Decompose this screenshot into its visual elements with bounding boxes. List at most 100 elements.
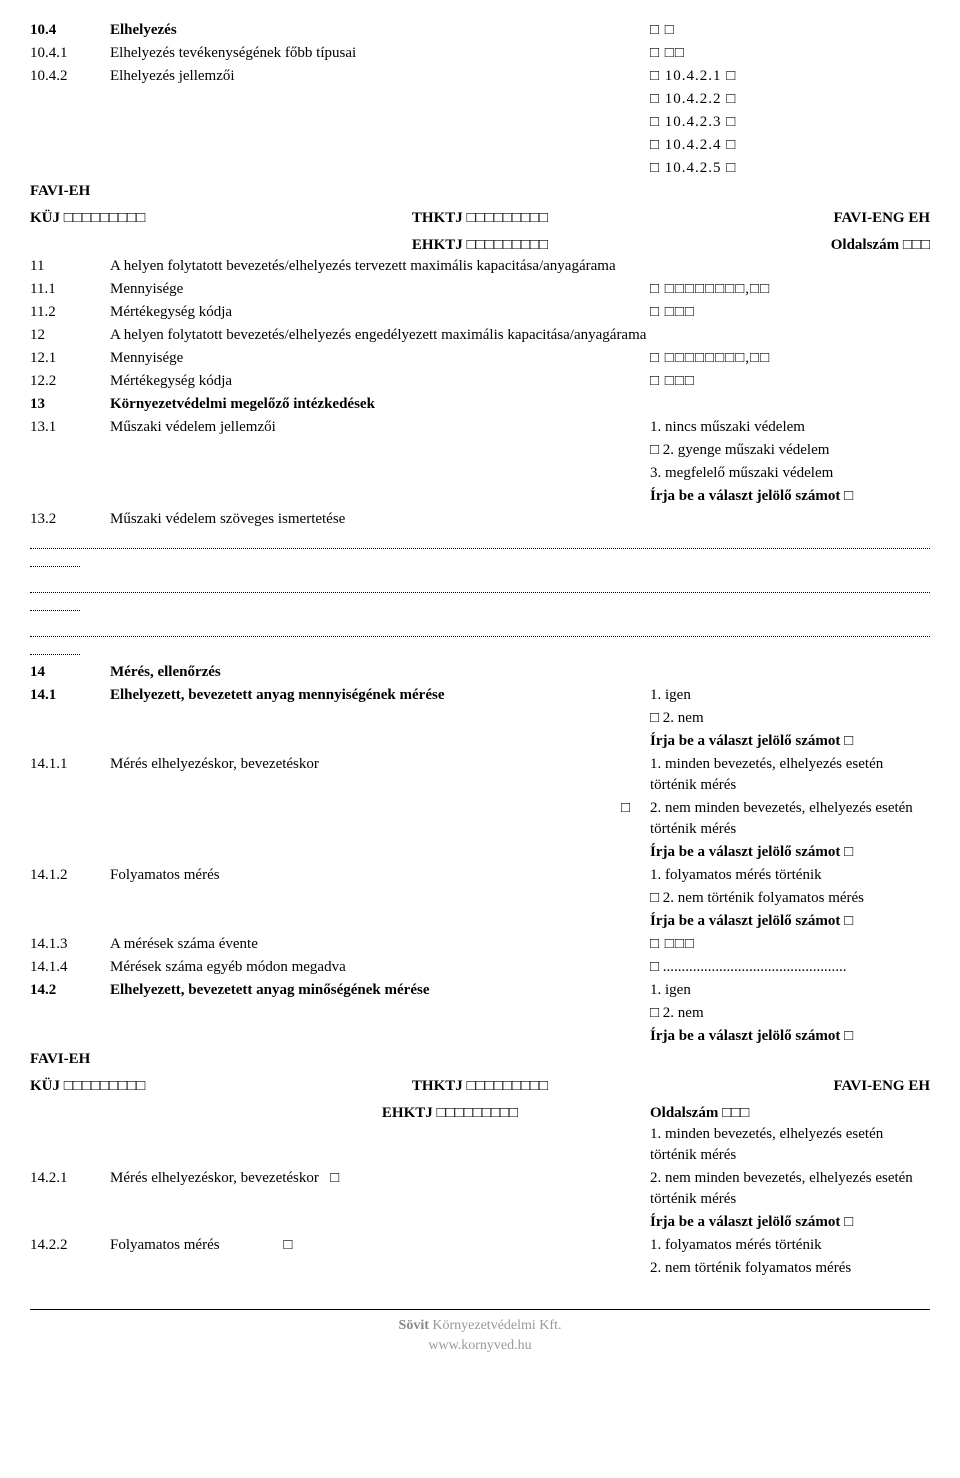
oldalszam: Oldalszám □□□ xyxy=(590,1103,930,1124)
label: Mérés, ellenőrzés xyxy=(110,662,650,683)
num: 14.1.4 xyxy=(30,957,110,978)
boxes: □ 10.4.2.2 □ xyxy=(650,89,930,110)
num: 14.1.1 xyxy=(30,754,110,796)
label: Műszaki védelem szöveges ismertetése xyxy=(110,509,650,530)
option: 1. folyamatos mérés történik xyxy=(650,865,930,886)
row-12-2: 12.2 Mértékegység kódja □ □□□ xyxy=(30,371,930,392)
label: Mérés elhelyezéskor, bevezetéskor xyxy=(110,754,650,796)
dotted-short xyxy=(30,566,80,567)
row-10-4-2: 10.4.2 Elhelyezés jellemzői □ 10.4.2.1 □ xyxy=(30,66,930,87)
label: Folyamatos mérés xyxy=(110,865,650,886)
num: 13 xyxy=(30,394,110,415)
option: 3. megfelelő műszaki védelem xyxy=(650,463,930,484)
row-14-1-4: 14.1.4 Mérések száma egyéb módon megadva… xyxy=(30,957,930,978)
label: Elhelyezés xyxy=(110,20,650,41)
num: 11.1 xyxy=(30,279,110,300)
num: 14.2 xyxy=(30,980,110,1001)
row-13-1: 13.1 Műszaki védelem jellemzői 1. nincs … xyxy=(30,417,930,438)
row-opt: 3. megfelelő műszaki védelem xyxy=(30,463,930,484)
row-14-2: 14.2 Elhelyezett, bevezetett anyag minős… xyxy=(30,980,930,1001)
num: 10.4.1 xyxy=(30,43,110,64)
boxes: □ □□ xyxy=(650,43,930,64)
row-sub: □ 10.4.2.2 □ xyxy=(30,89,930,110)
num: 10.4 xyxy=(30,20,110,41)
row-14-2-1: 14.2.1 Mérés elhelyezéskor, bevezetéskor… xyxy=(30,1168,930,1210)
row-14-1-1: 14.1.1 Mérés elhelyezéskor, bevezetéskor… xyxy=(30,754,930,796)
ehktj: EHKTJ □□□□□□□□□ xyxy=(330,235,630,256)
row-opt: Írja be a választ jelölő számot □ xyxy=(30,731,930,752)
boxes: □ □□□ xyxy=(650,302,930,323)
row-opt: □2. nem minden bevezetés, elhelyezés ese… xyxy=(30,798,930,840)
label: Mértékegység kódja xyxy=(110,371,650,392)
row-opt: □ 2. nem történik folyamatos mérés xyxy=(30,888,930,909)
kuj: KÜJ □□□□□□□□□ xyxy=(30,208,330,229)
option: □ 2. nem xyxy=(650,1003,930,1024)
footer-brand: Sövit xyxy=(399,1318,429,1333)
thktj: THKTJ □□□□□□□□□ xyxy=(330,208,630,229)
row-opt: □ 2. nem xyxy=(30,708,930,729)
oldalszam: Oldalszám □□□ xyxy=(630,235,930,256)
row-12: 12 A helyen folytatott bevezetés/elhelye… xyxy=(30,325,930,346)
prompt: Írja be a választ jelölő számot □ xyxy=(650,1026,930,1047)
row-sub: □ 10.4.2.4 □ xyxy=(30,135,930,156)
boxes: □ 10.4.2.4 □ xyxy=(650,135,930,156)
favi-eng: FAVI-ENG EH xyxy=(630,208,930,229)
prompt: Írja be a választ jelölő számot □ xyxy=(650,486,930,507)
row-opt: Írja be a választ jelölő számot □ xyxy=(30,1212,930,1233)
num: 11.2 xyxy=(30,302,110,323)
option: 2. nem történik folyamatos mérés xyxy=(650,1258,930,1279)
option: 1. igen xyxy=(650,980,930,1001)
num: 13.2 xyxy=(30,509,110,530)
num: 11 xyxy=(30,256,110,277)
dotted-short xyxy=(30,610,80,611)
row-11: 11 A helyen folytatott bevezetés/elhelye… xyxy=(30,256,930,277)
prompt: Írja be a választ jelölő számot □ xyxy=(650,842,930,863)
option: □ 2. nem történik folyamatos mérés xyxy=(650,888,930,909)
row-11-1: 11.1 Mennyisége □ □□□□□□□□,□□ xyxy=(30,279,930,300)
option: 2. nem minden bevezetés, elhelyezés eset… xyxy=(650,798,930,840)
label: Környezetvédelmi megelőző intézkedések xyxy=(110,394,650,415)
header-row-2: EHKTJ □□□□□□□□□ Oldalszám □□□ xyxy=(30,1103,930,1124)
num: 12 xyxy=(30,325,110,346)
dotted-line xyxy=(30,578,930,593)
num: 14.2.2 xyxy=(30,1235,110,1256)
label: A helyen folytatott bevezetés/elhelyezés… xyxy=(110,256,650,277)
footer-company: Környezetvédelmi Kft. xyxy=(429,1318,562,1333)
label: Elhelyezés tevékenységének főbb típusai xyxy=(110,43,650,64)
thktj: THKTJ □□□□□□□□□ xyxy=(330,1076,630,1097)
row-sub: □ 10.4.2.5 □ xyxy=(30,158,930,179)
num: 12.1 xyxy=(30,348,110,369)
label: Mérések száma egyéb módon megadva xyxy=(110,957,650,978)
row-13-2: 13.2 Műszaki védelem szöveges ismertetés… xyxy=(30,509,930,530)
dotted-short xyxy=(30,654,80,655)
boxes: □ □□□□□□□□,□□ xyxy=(650,348,930,369)
row-opt: □ 2. gyenge műszaki védelem xyxy=(30,440,930,461)
option: □ 2. nem xyxy=(650,708,930,729)
boxes: □ □ xyxy=(650,20,930,41)
num: 10.4.2 xyxy=(30,66,110,87)
row-opt: 1. minden bevezetés, elhelyezés esetén t… xyxy=(30,1124,930,1166)
num: 14.1.3 xyxy=(30,934,110,955)
row-opt: Írja be a választ jelölő számot □ xyxy=(30,842,930,863)
label: Mennyisége xyxy=(110,348,650,369)
row-opt: Írja be a választ jelölő számot □ xyxy=(30,1026,930,1047)
option: 1. nincs műszaki védelem xyxy=(650,417,930,438)
boxes: □ □□□□□□□□,□□ xyxy=(650,279,930,300)
label: Elhelyezett, bevezetett anyag minőségéne… xyxy=(110,980,650,1001)
num: 14 xyxy=(30,662,110,683)
kuj: KÜJ □□□□□□□□□ xyxy=(30,1076,330,1097)
footer: Sövit Környezetvédelmi Kft. www.kornyved… xyxy=(30,1309,930,1355)
option: 1. igen xyxy=(650,685,930,706)
row-opt: Írja be a választ jelölő számot □ xyxy=(30,486,930,507)
row-14-1-2: 14.1.2 Folyamatos mérés 1. folyamatos mé… xyxy=(30,865,930,886)
label: Mértékegység kódja xyxy=(110,302,650,323)
prompt: Írja be a választ jelölő számot □ xyxy=(650,911,930,932)
boxes: □ □□□ xyxy=(650,371,930,392)
option: 1. minden bevezetés, elhelyezés esetén t… xyxy=(650,754,930,796)
dotted-line xyxy=(30,534,930,549)
num: 12.2 xyxy=(30,371,110,392)
option: 1. folyamatos mérés történik xyxy=(650,1235,930,1256)
header-row-2: EHKTJ □□□□□□□□□ Oldalszám □□□ xyxy=(30,235,930,256)
label: A helyen folytatott bevezetés/elhelyezés… xyxy=(110,325,650,346)
num: 14.1 xyxy=(30,685,110,706)
